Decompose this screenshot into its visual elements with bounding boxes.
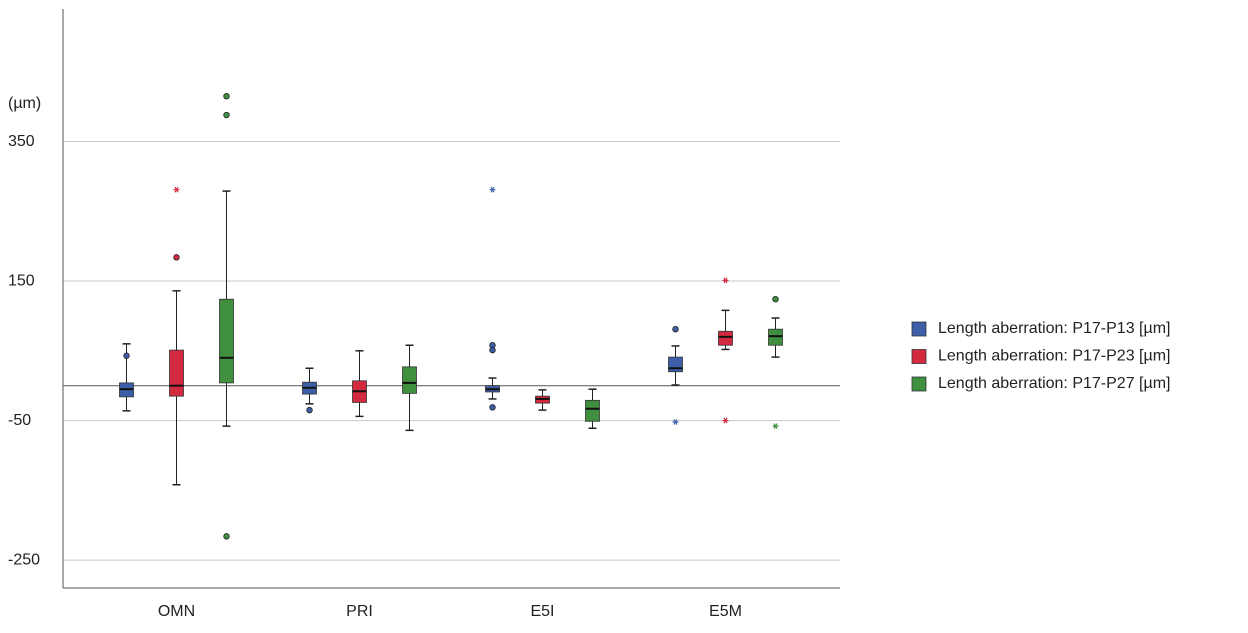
x-tick-label: E5I — [530, 603, 554, 620]
legend-swatch — [911, 349, 927, 364]
x-tick-label: PRI — [346, 603, 373, 620]
x-tick-label: OMN — [158, 603, 195, 620]
y-tick-label: -250 — [8, 551, 40, 568]
box — [402, 366, 417, 394]
y-tick-label: 150 — [8, 272, 35, 289]
box — [668, 356, 683, 373]
outlier — [223, 533, 230, 540]
x-tick-label: E5M — [709, 603, 742, 620]
y-tick-label: 350 — [8, 133, 35, 150]
y-axis-label: (µm) — [8, 95, 41, 112]
extreme — [173, 186, 180, 193]
legend-label: Length aberration: P17-P23 [µm] — [938, 348, 1170, 365]
outlier — [489, 346, 496, 354]
legend-label: Length aberration: P17-P27 [µm] — [938, 375, 1170, 392]
outlier — [672, 325, 679, 333]
outlier — [772, 295, 779, 303]
extreme — [672, 419, 679, 425]
box — [768, 328, 783, 346]
outlier — [223, 111, 230, 119]
box — [585, 399, 600, 422]
outlier — [306, 406, 313, 414]
outlier — [173, 254, 180, 261]
box — [169, 349, 184, 397]
legend-label: Length aberration: P17-P13 [µm] — [938, 320, 1170, 337]
outlier — [123, 352, 130, 359]
legend-swatch — [911, 321, 927, 337]
outlier — [489, 404, 496, 411]
outlier — [223, 92, 230, 100]
extreme — [772, 423, 779, 430]
extreme — [722, 277, 729, 284]
legend-swatch — [911, 376, 927, 392]
extreme — [489, 186, 496, 193]
extreme — [722, 417, 729, 424]
box — [718, 330, 733, 346]
y-tick-label: -50 — [8, 412, 31, 429]
box — [219, 298, 234, 384]
